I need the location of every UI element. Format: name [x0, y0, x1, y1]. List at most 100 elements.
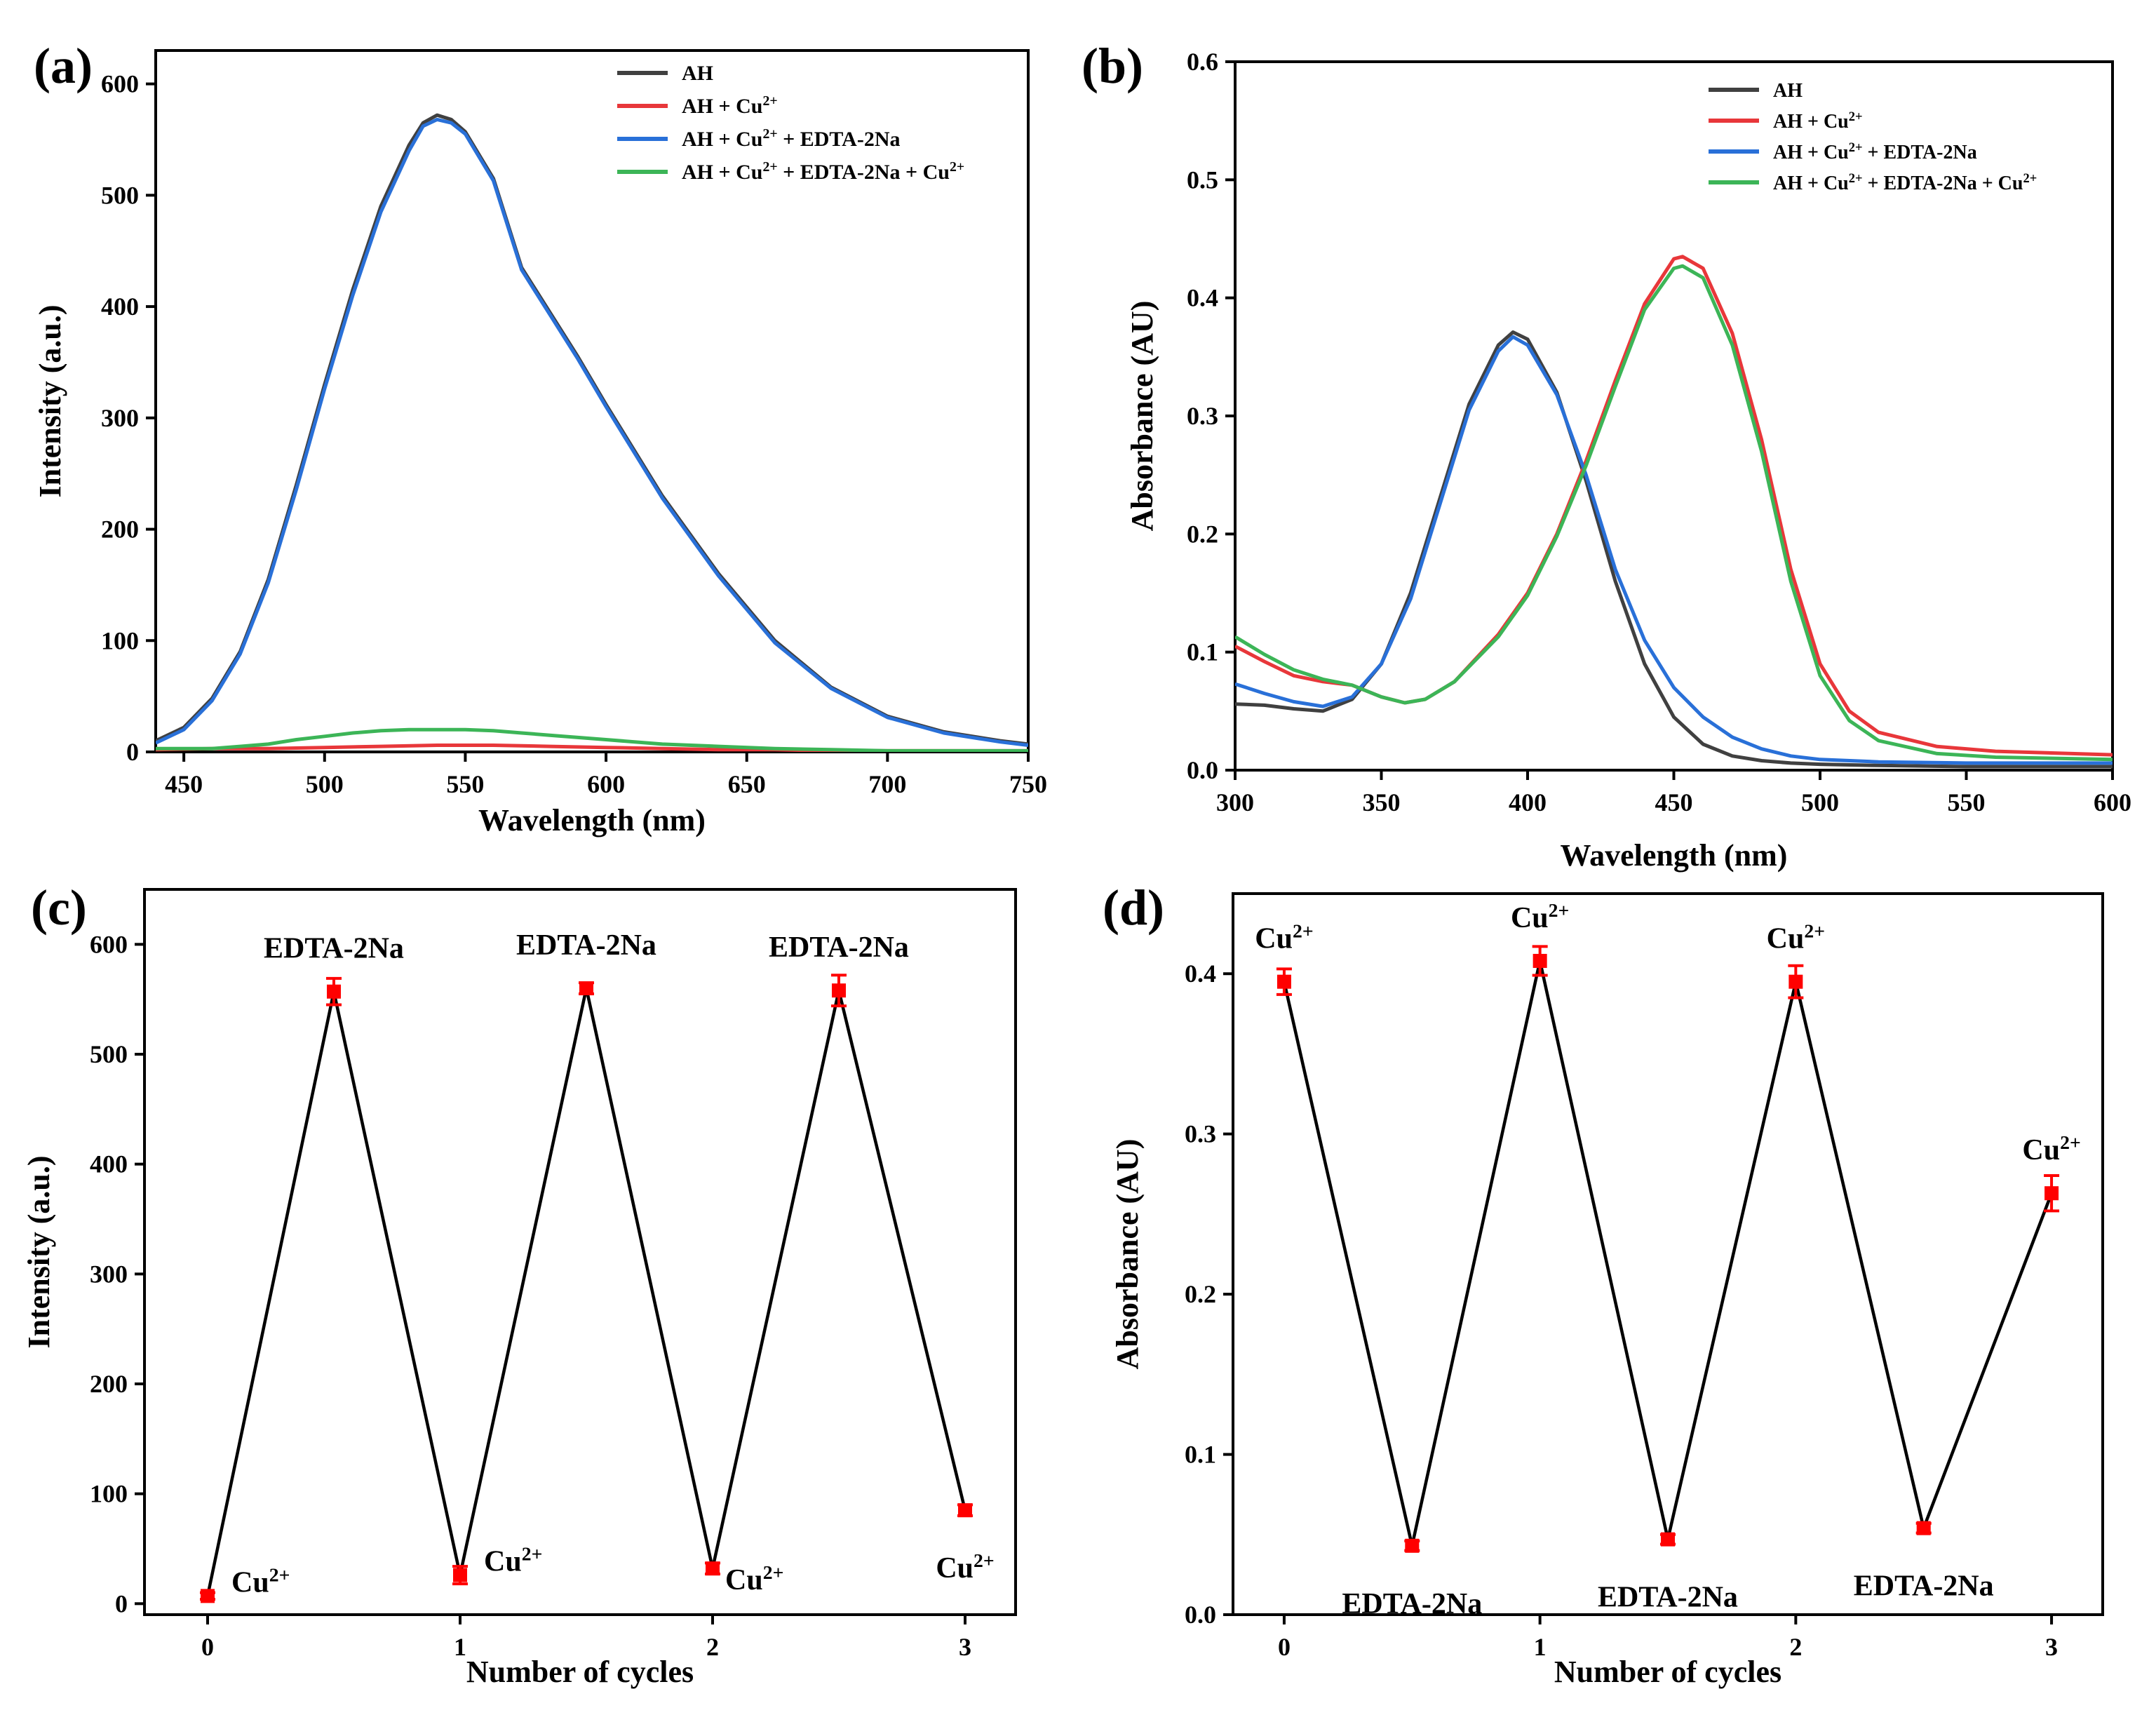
- series-line: [1282, 959, 2054, 1548]
- annotation-label: Cu2+: [1767, 920, 1825, 955]
- y-tick-label: 0.1: [1185, 1441, 1216, 1469]
- y-axis-label: Intensity (a.u.): [33, 304, 67, 497]
- x-tick-label: 650: [728, 770, 766, 798]
- y-tick-label: 0.6: [1187, 48, 1218, 76]
- legend-label-part: 2+: [1849, 109, 1863, 123]
- data-point: [1661, 1532, 1675, 1547]
- annotation-label: EDTA-2Na: [1342, 1588, 1482, 1620]
- legend-label-part: AH: [1773, 80, 1803, 102]
- legend-label-part: AH: [682, 62, 713, 85]
- y-tick-label: 600: [90, 930, 128, 958]
- panel-label: (b): [1082, 38, 1143, 94]
- data-point: [958, 1503, 972, 1518]
- data-point: [2044, 1186, 2059, 1201]
- y-tick-label: 400: [101, 292, 139, 321]
- x-axis-label: Number of cycles: [1554, 1655, 1781, 1689]
- y-tick-label: 100: [90, 1480, 128, 1508]
- annotation-label: EDTA-2Na: [516, 929, 656, 962]
- annotation-label: Cu2+: [1255, 920, 1313, 955]
- y-tick-label: 0.2: [1187, 520, 1218, 548]
- panel-label: (d): [1103, 880, 1164, 936]
- panel-a: (a) 450 500 550 600 650 700 750 0 100 200 300 400 500…: [33, 38, 1047, 837]
- series-line: [1235, 330, 2113, 769]
- annotation-label-part: 2+: [1293, 920, 1314, 941]
- y-tick-label: 400: [90, 1150, 128, 1178]
- x-tick-label: 3: [959, 1633, 971, 1661]
- x-tick-label: 600: [587, 770, 625, 798]
- y-tick-label: 200: [101, 516, 139, 544]
- legend-label-part: 2+: [762, 126, 777, 142]
- data-point: [1276, 974, 1291, 989]
- legend-label: AH: [682, 62, 713, 85]
- y-tick-label: 100: [101, 626, 139, 654]
- annotation-label-part: EDTA-2Na: [1854, 1570, 1994, 1603]
- legend-label-part: + EDTA-2Na + Cu: [1863, 173, 2023, 194]
- legend-label-part: AH + Cu: [682, 95, 762, 118]
- series-line: [156, 727, 1028, 752]
- axes-frame: [143, 888, 1017, 1616]
- panel-label: (c): [31, 880, 87, 936]
- x-tick-label: 3: [2045, 1633, 2058, 1661]
- y-tick-label: 300: [90, 1260, 128, 1288]
- legend-label-part: + EDTA-2Na + Cu: [778, 161, 950, 184]
- data-point: [1405, 1538, 1420, 1553]
- x-tick-label: 500: [306, 770, 344, 798]
- data-point: [1788, 974, 1803, 989]
- x-tick-label: 550: [1948, 788, 1986, 816]
- x-tick-label: 2: [706, 1633, 719, 1661]
- legend-label: AH + Cu2+ + EDTA-2Na + Cu2+: [1773, 171, 2037, 194]
- y-tick-label: 300: [101, 404, 139, 432]
- legend-label-part: AH + Cu: [1773, 173, 1849, 194]
- panel-d: (d) 0 1 2 3 0.0 0.1 0.2 0.3 0.4 Number of cycles Ab…: [1103, 880, 2104, 1689]
- series-line: [1235, 264, 2113, 762]
- annotation-label-part: EDTA-2Na: [769, 931, 909, 964]
- y-tick-label: 0.1: [1187, 638, 1218, 666]
- annotation-label-part: EDTA-2Na: [1342, 1588, 1482, 1620]
- data-point: [201, 1589, 215, 1603]
- legend-label: AH + Cu2+ + EDTA-2Na: [682, 126, 901, 151]
- legend-label-part: + EDTA-2Na: [1863, 142, 1977, 163]
- annotation-label-part: Cu: [1255, 923, 1293, 955]
- series-line: [206, 986, 967, 1596]
- data-point: [327, 984, 341, 999]
- y-tick-label: 0.4: [1185, 960, 1216, 988]
- annotation-label: Cu2+: [2022, 1131, 2080, 1167]
- x-tick-label: 750: [1009, 770, 1047, 798]
- legend-label-part: 2+: [1849, 171, 1863, 185]
- legend-label-part: + EDTA-2Na: [778, 128, 901, 151]
- annotation-label: EDTA-2Na: [264, 933, 404, 965]
- y-tick-label: 0.3: [1187, 402, 1218, 430]
- x-tick-label: 1: [454, 1633, 466, 1661]
- axes-frame: [154, 49, 1030, 753]
- legend-label-part: 2+: [762, 93, 777, 109]
- panel-b: (b) 300 350 400 450 500 550 600 0.0 0.1 0.2 0.3 0.4 0…: [1082, 38, 2131, 873]
- y-axis-label: Absorbance (AU): [1125, 301, 1159, 532]
- x-tick-label: 350: [1363, 788, 1401, 816]
- x-tick-label: 700: [868, 770, 906, 798]
- annotation-label-part: Cu: [1767, 923, 1805, 955]
- annotation-label-part: 2+: [1804, 920, 1825, 941]
- annotation-label-part: Cu: [936, 1552, 974, 1584]
- annotation-label: EDTA-2Na: [769, 931, 909, 964]
- annotation-label-part: 2+: [522, 1542, 543, 1564]
- annotation-label-part: 2+: [269, 1563, 290, 1585]
- legend-label-part: AH + Cu: [682, 161, 762, 184]
- x-tick-label: 400: [1509, 788, 1547, 816]
- x-tick-label: 550: [446, 770, 484, 798]
- data-point: [453, 1568, 467, 1582]
- legend-label-part: AH + Cu: [1773, 111, 1849, 133]
- legend-label-part: 2+: [2023, 171, 2037, 185]
- annotation-label: Cu2+: [725, 1561, 783, 1597]
- annotation-label-part: 2+: [2060, 1131, 2081, 1153]
- x-axis-label: Number of cycles: [466, 1655, 694, 1689]
- series-line: [156, 113, 1028, 746]
- series-line: [1235, 335, 2113, 765]
- annotation-label: Cu2+: [231, 1563, 290, 1599]
- x-tick-label: 0: [1278, 1633, 1291, 1661]
- y-tick-label: 200: [90, 1370, 128, 1398]
- y-tick-label: 0.0: [1187, 756, 1218, 784]
- legend-label-part: AH + Cu: [682, 128, 762, 151]
- x-tick-label: 450: [165, 770, 203, 798]
- annotation-label-part: Cu: [1511, 902, 1549, 934]
